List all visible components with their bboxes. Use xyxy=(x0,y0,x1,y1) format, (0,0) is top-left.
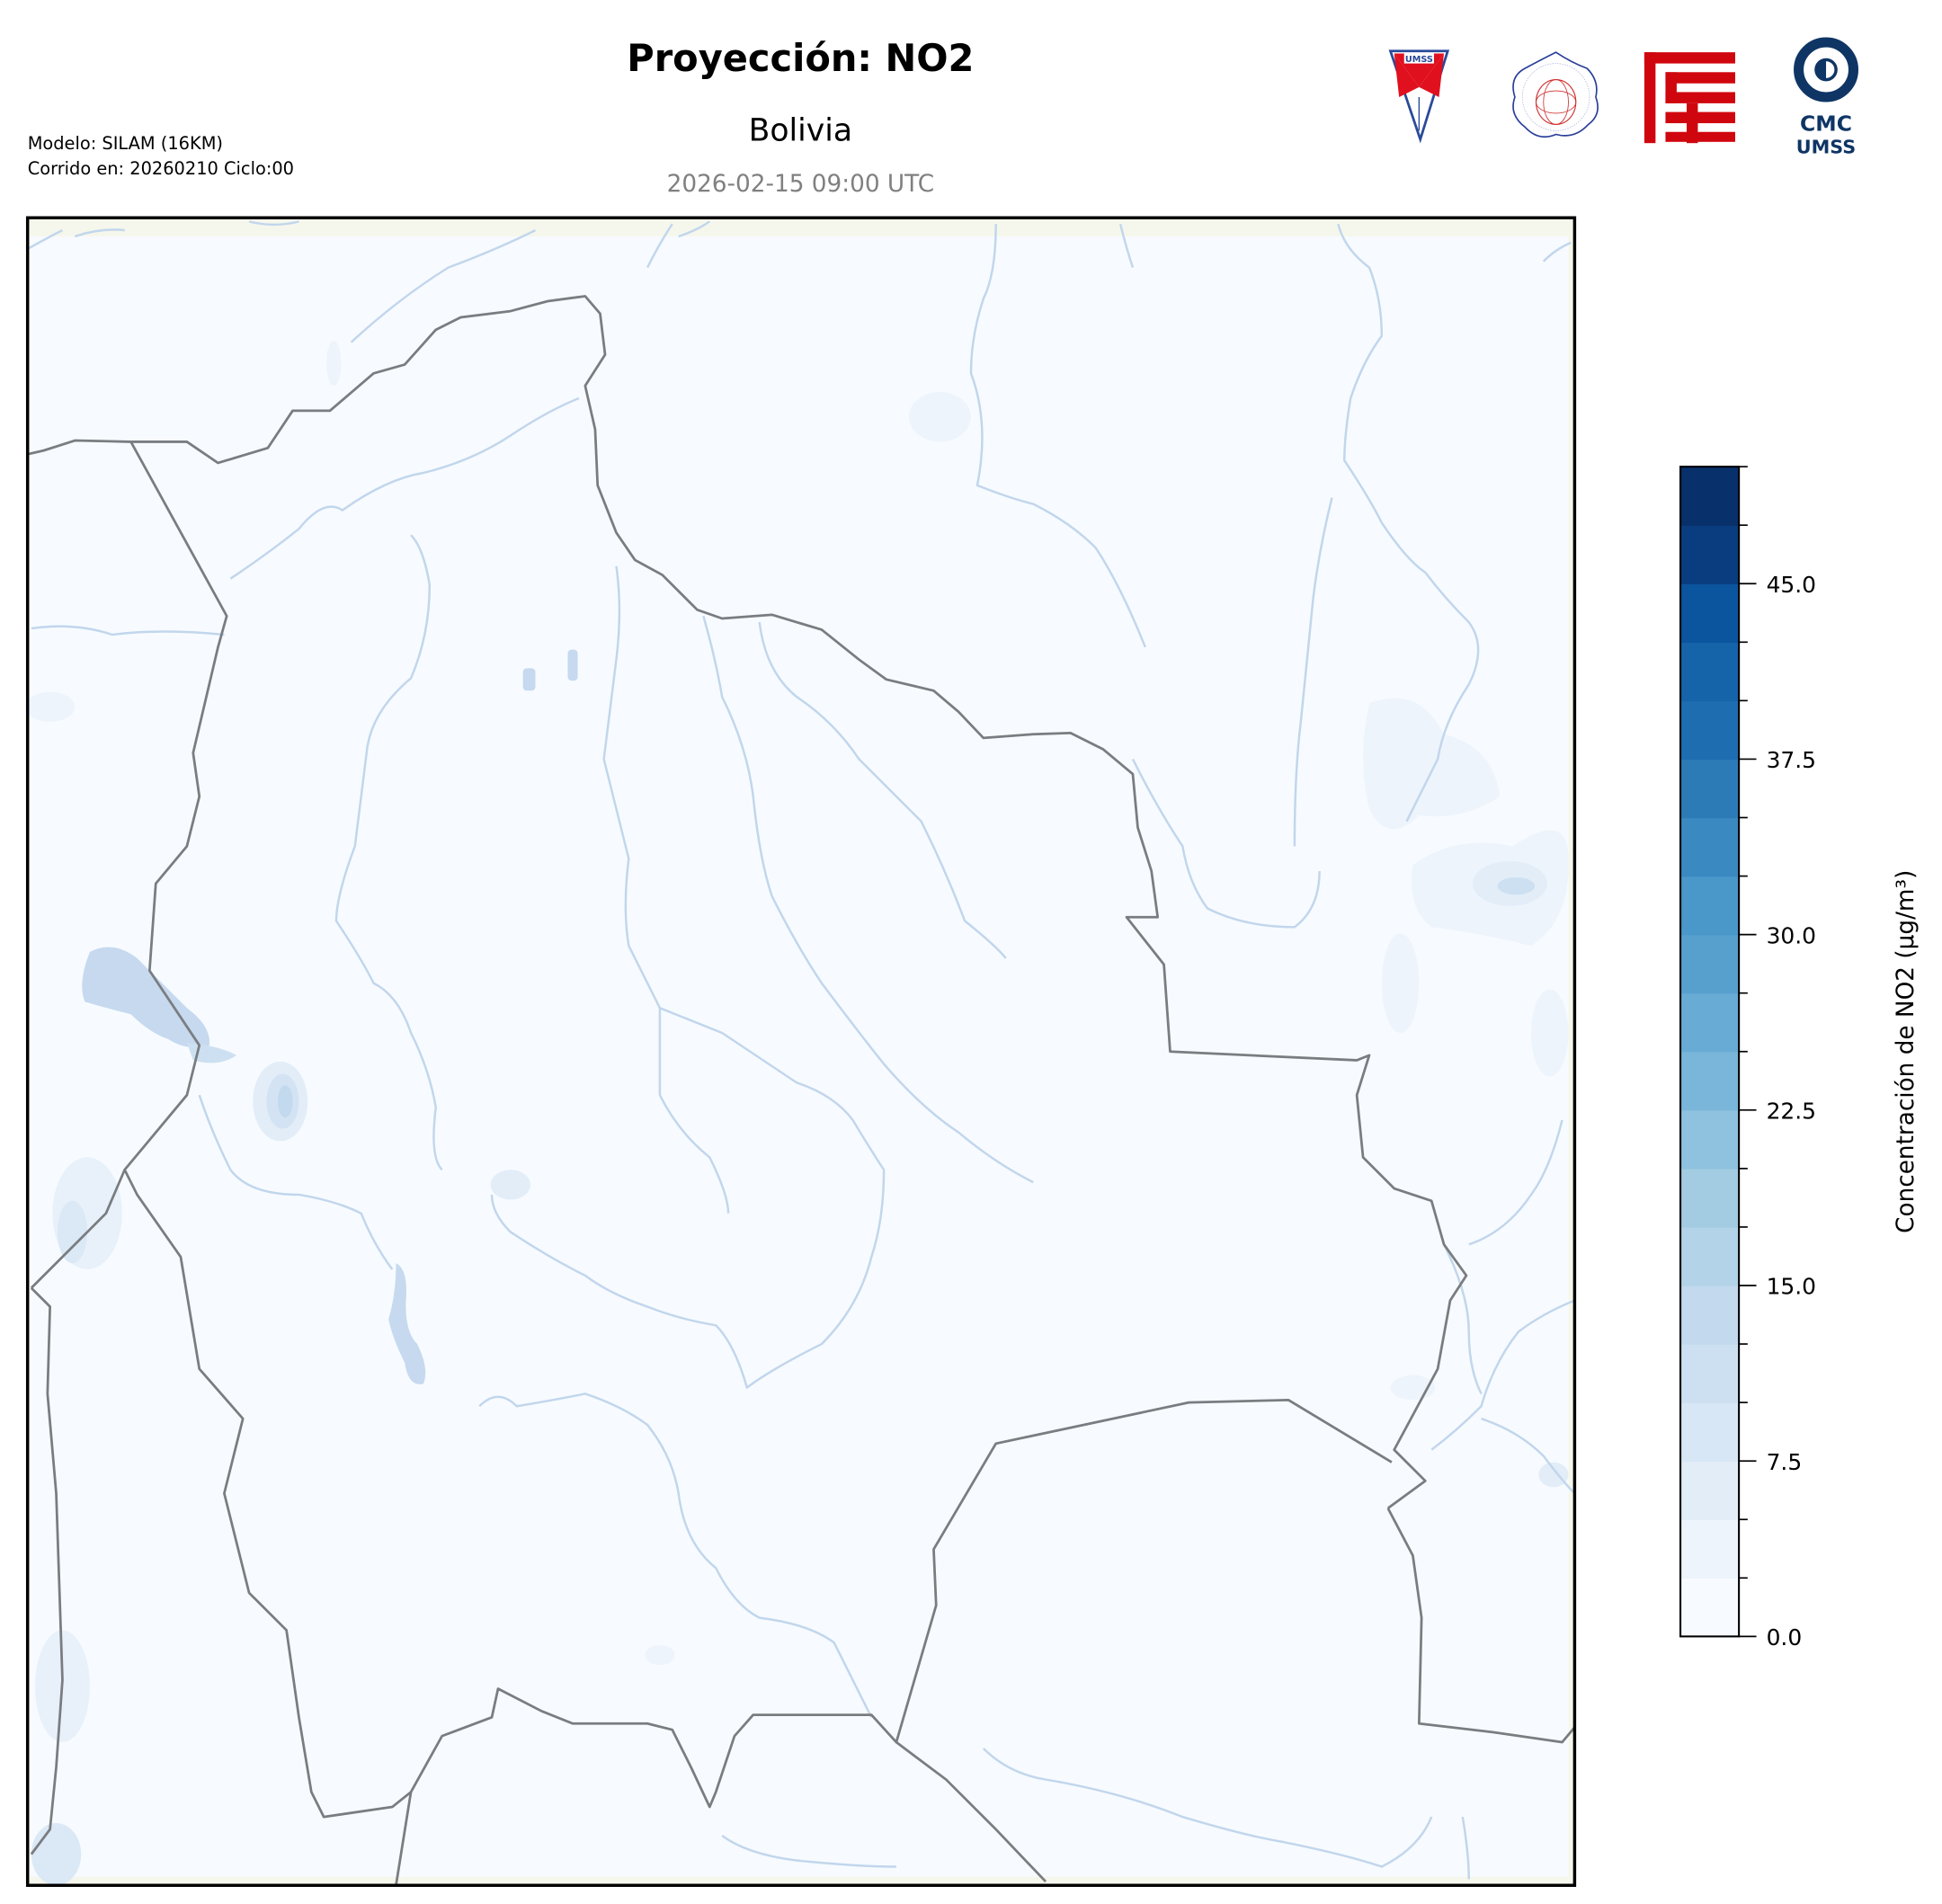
colorbar-level xyxy=(1680,759,1740,819)
svg-text:UMSS: UMSS xyxy=(1405,55,1433,65)
svg-text:CMC: CMC xyxy=(1800,111,1852,136)
colorbar-level xyxy=(1680,934,1740,994)
departamento-fisica-logo xyxy=(1512,51,1599,138)
peru-brazil-border xyxy=(27,439,131,456)
colorbar-level xyxy=(1680,583,1740,643)
fcyt-logo xyxy=(1644,52,1735,144)
colorbar-level xyxy=(1680,1051,1740,1111)
umss-logo: UMSS xyxy=(1388,49,1450,144)
colorbar-level xyxy=(1680,1285,1740,1345)
colorbar-level xyxy=(1680,992,1740,1053)
colorbar-level xyxy=(1680,642,1740,702)
run-info: Corrido en: 20260210 Ciclo:00 xyxy=(28,158,294,179)
colorbar-tick-label: 30.0 xyxy=(1767,922,1816,948)
colorbar-level xyxy=(1680,467,1740,526)
colorbar-label: Concentración de NO2 (µg/m³) xyxy=(1893,870,1920,1233)
no2-field-background xyxy=(30,236,1569,1877)
colorbar-level xyxy=(1680,876,1740,936)
chile-coast xyxy=(30,1286,64,1855)
map-panel xyxy=(25,216,1577,1887)
colorbar-tick-label: 15.0 xyxy=(1767,1274,1816,1300)
rivers xyxy=(27,220,1575,1880)
colorbar-level xyxy=(1680,525,1740,584)
argentina-paraguay-border xyxy=(895,1740,1047,1883)
cmc-umss-logo: CMC UMSS xyxy=(1794,37,1859,157)
chile-argentina-border xyxy=(395,1792,413,1886)
colorbar-level xyxy=(1680,1519,1740,1579)
no2-contours xyxy=(27,341,1569,1886)
colorbar-tick-label: 0.0 xyxy=(1767,1624,1803,1650)
bolivia-border xyxy=(123,295,1468,1819)
country-borders xyxy=(27,295,1575,1886)
colorbar-level xyxy=(1680,817,1740,877)
colorbar-level xyxy=(1680,1578,1740,1638)
colorbar-level xyxy=(1680,1461,1740,1520)
colorbar-level xyxy=(1680,1109,1740,1170)
colorbar-tick-label: 7.5 xyxy=(1767,1449,1803,1475)
colorbar-tick-label: 45.0 xyxy=(1767,572,1816,598)
colorbar: 0.0 7.5 15.0 22.5 30.0 37.5 45.0 xyxy=(1679,466,1816,1650)
peru-chile-border xyxy=(30,1169,126,1289)
colorbar-level xyxy=(1680,1168,1740,1228)
colorbar-tick-label: 22.5 xyxy=(1767,1098,1816,1124)
map-frame xyxy=(25,216,1577,1887)
colorbar-level xyxy=(1680,1402,1740,1462)
svg-text:UMSS: UMSS xyxy=(1796,136,1856,157)
colorbar-level xyxy=(1680,700,1740,761)
model-info: Modelo: SILAM (16KM) xyxy=(28,133,223,154)
colorbar-level xyxy=(1680,1226,1740,1286)
forecast-datetime: 2026-02-15 09:00 UTC xyxy=(667,171,934,198)
colorbar-tick-label: 37.5 xyxy=(1767,747,1816,773)
page-title: Proyección: NO2 xyxy=(627,36,974,80)
colorbar-level xyxy=(1680,1344,1740,1403)
paraguay-brazil-border xyxy=(1386,1508,1575,1744)
region-subtitle: Bolivia xyxy=(749,112,852,148)
